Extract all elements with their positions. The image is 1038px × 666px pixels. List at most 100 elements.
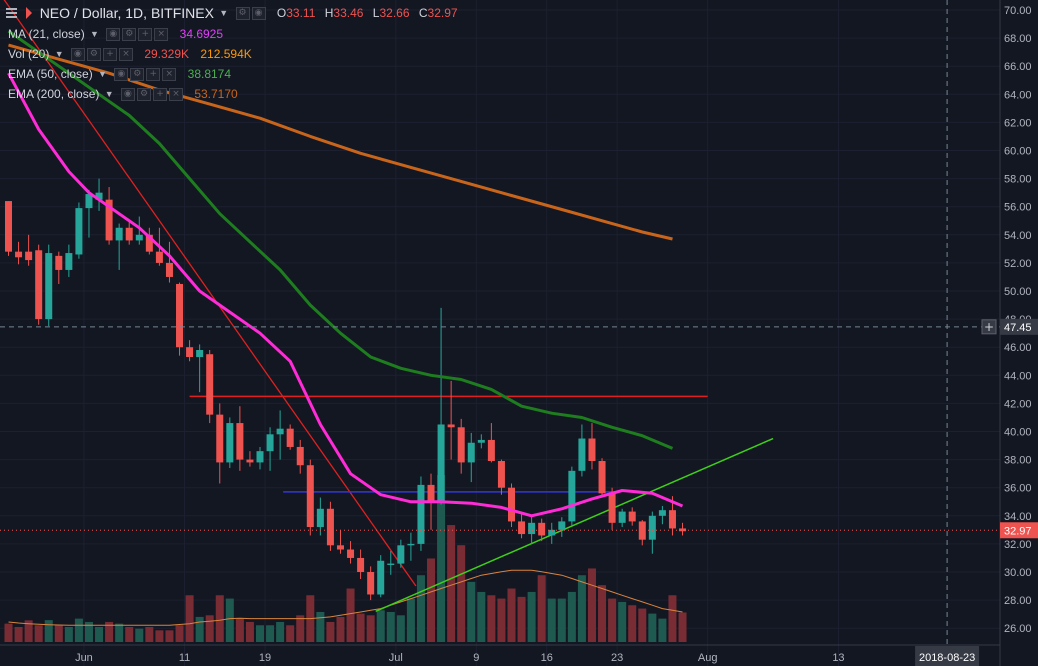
candle-body[interactable] bbox=[216, 414, 224, 463]
candle-body[interactable] bbox=[497, 461, 505, 488]
candle-body[interactable] bbox=[296, 446, 304, 466]
candle-body[interactable] bbox=[316, 508, 324, 528]
candle-body[interactable] bbox=[407, 543, 415, 546]
candle-body[interactable] bbox=[135, 234, 143, 241]
candle-body[interactable] bbox=[85, 194, 93, 209]
candle-body[interactable] bbox=[266, 434, 274, 452]
candle-body[interactable] bbox=[95, 192, 103, 200]
candle-body[interactable] bbox=[276, 428, 284, 435]
hide-icon[interactable]: ◉ bbox=[106, 28, 121, 41]
settings-icon[interactable]: ⚙ bbox=[122, 28, 137, 41]
close-icon[interactable]: × bbox=[118, 48, 133, 61]
add-icon[interactable]: + bbox=[152, 88, 167, 101]
candle-body[interactable] bbox=[679, 528, 687, 532]
candle-body[interactable] bbox=[25, 251, 33, 261]
candle-body[interactable] bbox=[145, 234, 153, 252]
legend-ema50[interactable]: EMA (50, close) ▼ ◉ ⚙ + × 38.8174 bbox=[8, 65, 231, 83]
candle-body[interactable] bbox=[648, 515, 656, 540]
candle-body[interactable] bbox=[618, 511, 626, 523]
settings-icon[interactable]: ⚙ bbox=[86, 48, 101, 61]
candle-body[interactable] bbox=[115, 227, 123, 241]
candle-body[interactable] bbox=[55, 255, 63, 270]
candle-body[interactable] bbox=[15, 251, 23, 258]
candle-body[interactable] bbox=[306, 465, 314, 528]
hide-icon[interactable]: ◉ bbox=[120, 88, 135, 101]
candle-body[interactable] bbox=[357, 557, 365, 572]
candle-body[interactable] bbox=[45, 253, 53, 320]
candle-body[interactable] bbox=[377, 560, 385, 595]
candle-body[interactable] bbox=[668, 510, 676, 529]
chevron-down-icon[interactable]: ▼ bbox=[98, 69, 107, 79]
candle-body[interactable] bbox=[105, 199, 113, 241]
close-icon[interactable]: × bbox=[154, 28, 169, 41]
candle-body[interactable] bbox=[578, 438, 586, 471]
candle-body[interactable] bbox=[417, 484, 425, 544]
close-icon[interactable]: × bbox=[162, 68, 177, 81]
add-icon[interactable]: + bbox=[146, 68, 161, 81]
add-alert-button[interactable] bbox=[981, 319, 997, 335]
candle-body[interactable] bbox=[588, 438, 596, 462]
hide-icon[interactable]: ◉ bbox=[70, 48, 85, 61]
candle-body[interactable] bbox=[186, 347, 194, 358]
candle-body[interactable] bbox=[568, 470, 576, 522]
candle-body[interactable] bbox=[165, 262, 173, 277]
candle-body[interactable] bbox=[658, 510, 666, 516]
candle-body[interactable] bbox=[518, 521, 526, 535]
candle-body[interactable] bbox=[176, 283, 184, 348]
settings-icon[interactable]: ⚙ bbox=[235, 7, 250, 20]
candle-body[interactable] bbox=[206, 354, 214, 415]
candle-body[interactable] bbox=[447, 424, 455, 428]
add-icon[interactable]: + bbox=[138, 28, 153, 41]
candle-body[interactable] bbox=[246, 459, 254, 463]
candle-body[interactable] bbox=[508, 487, 515, 522]
plus-icon[interactable]: + bbox=[984, 320, 994, 334]
candle-body[interactable] bbox=[437, 424, 445, 502]
candle-body[interactable] bbox=[75, 208, 83, 255]
candle-body[interactable] bbox=[155, 251, 163, 263]
trendline-red[interactable] bbox=[3, 0, 417, 587]
candle-body[interactable] bbox=[5, 201, 12, 252]
candle-body[interactable] bbox=[477, 439, 485, 443]
menu-icon[interactable] bbox=[6, 8, 17, 18]
candle-body[interactable] bbox=[196, 350, 204, 358]
legend-ma21[interactable]: MA (21, close) ▼ ◉ ⚙ + × 34.6925 bbox=[8, 25, 223, 43]
hide-icon[interactable]: ◉ bbox=[251, 7, 266, 20]
settings-icon[interactable]: ⚙ bbox=[136, 88, 151, 101]
candle-body[interactable] bbox=[65, 253, 73, 270]
candle-body[interactable] bbox=[347, 549, 355, 558]
candle-body[interactable] bbox=[35, 250, 43, 320]
candle-body[interactable] bbox=[538, 522, 546, 536]
candle-body[interactable] bbox=[397, 545, 405, 564]
chevron-down-icon[interactable]: ▼ bbox=[104, 89, 114, 99]
candle-body[interactable] bbox=[326, 508, 334, 546]
candle-body[interactable] bbox=[256, 451, 264, 463]
settings-icon[interactable]: ⚙ bbox=[130, 68, 145, 81]
candle-body[interactable] bbox=[236, 423, 244, 460]
candle-body[interactable] bbox=[598, 461, 606, 494]
legend-volume[interactable]: Vol (20) ▼ ◉ ⚙ + × 29.329K 212.594K bbox=[8, 45, 252, 63]
candle-body[interactable] bbox=[608, 493, 616, 523]
candle-body[interactable] bbox=[558, 521, 566, 530]
candle-body[interactable] bbox=[467, 442, 475, 463]
add-icon[interactable]: + bbox=[102, 48, 117, 61]
hide-icon[interactable]: ◉ bbox=[114, 68, 129, 81]
candle-body[interactable] bbox=[628, 511, 636, 522]
symbol-title[interactable]: NEO / Dollar, 1D, BITFINEX bbox=[39, 5, 214, 21]
candle-body[interactable] bbox=[528, 522, 536, 535]
candle-body[interactable] bbox=[336, 545, 344, 550]
legend-ema200[interactable]: EMA (200, close) ▼ ◉ ⚙ + × 53.7170 bbox=[8, 85, 238, 103]
chevron-down-icon[interactable]: ▼ bbox=[54, 49, 64, 59]
candle-body[interactable] bbox=[286, 428, 294, 447]
candle-body[interactable] bbox=[387, 563, 395, 565]
chevron-down-icon[interactable]: ▼ bbox=[90, 29, 99, 39]
candle-body[interactable] bbox=[125, 227, 133, 241]
candle-body[interactable] bbox=[427, 484, 435, 502]
candle-body[interactable] bbox=[367, 572, 375, 595]
candle-body[interactable] bbox=[487, 439, 495, 462]
candle-body[interactable] bbox=[226, 423, 234, 463]
candle-body[interactable] bbox=[638, 521, 646, 540]
candle-body[interactable] bbox=[457, 427, 465, 463]
close-icon[interactable]: × bbox=[168, 88, 183, 101]
candle-body[interactable] bbox=[548, 529, 556, 536]
